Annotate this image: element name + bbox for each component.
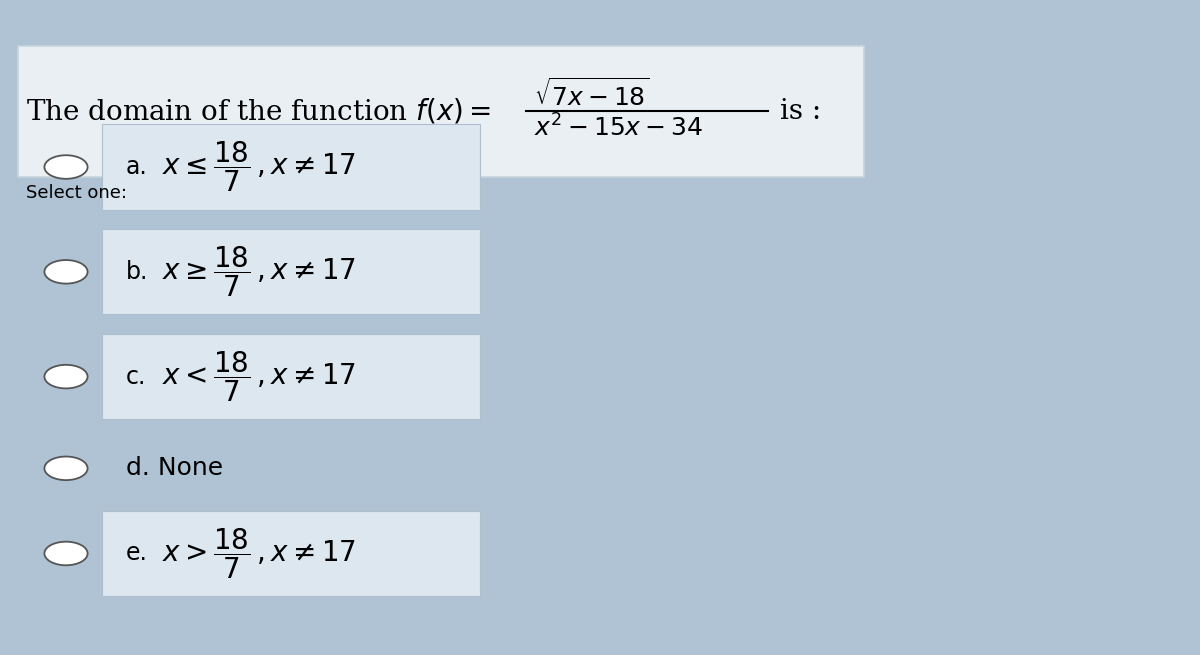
Text: e.: e. xyxy=(126,542,148,565)
FancyBboxPatch shape xyxy=(102,124,480,210)
Text: $x^2 - 15x - 34$: $x^2 - 15x - 34$ xyxy=(534,114,703,141)
Circle shape xyxy=(44,457,88,480)
Text: $x \leq \dfrac{18}{7}\,,x \neq 17$: $x \leq \dfrac{18}{7}\,,x \neq 17$ xyxy=(162,140,356,195)
Text: is :: is : xyxy=(780,98,821,125)
FancyBboxPatch shape xyxy=(102,334,480,419)
Text: b.: b. xyxy=(126,260,149,284)
Text: a.: a. xyxy=(126,155,148,179)
Text: c.: c. xyxy=(126,365,146,388)
FancyBboxPatch shape xyxy=(18,46,864,177)
Text: d. None: d. None xyxy=(126,457,223,480)
Circle shape xyxy=(44,365,88,388)
Circle shape xyxy=(44,260,88,284)
Circle shape xyxy=(44,155,88,179)
FancyBboxPatch shape xyxy=(102,229,480,314)
FancyBboxPatch shape xyxy=(102,511,480,596)
Text: $x > \dfrac{18}{7}\,,x \neq 17$: $x > \dfrac{18}{7}\,,x \neq 17$ xyxy=(162,526,356,581)
Text: $\sqrt{7x-18}$: $\sqrt{7x-18}$ xyxy=(534,79,650,111)
Text: $x \geq \dfrac{18}{7}\,,x \neq 17$: $x \geq \dfrac{18}{7}\,,x \neq 17$ xyxy=(162,244,356,299)
Text: The domain of the function $f(x) = $: The domain of the function $f(x) = $ xyxy=(26,97,492,126)
Circle shape xyxy=(44,542,88,565)
Text: Select one:: Select one: xyxy=(26,184,127,202)
Text: $x < \dfrac{18}{7}\,,x \neq 17$: $x < \dfrac{18}{7}\,,x \neq 17$ xyxy=(162,349,356,404)
